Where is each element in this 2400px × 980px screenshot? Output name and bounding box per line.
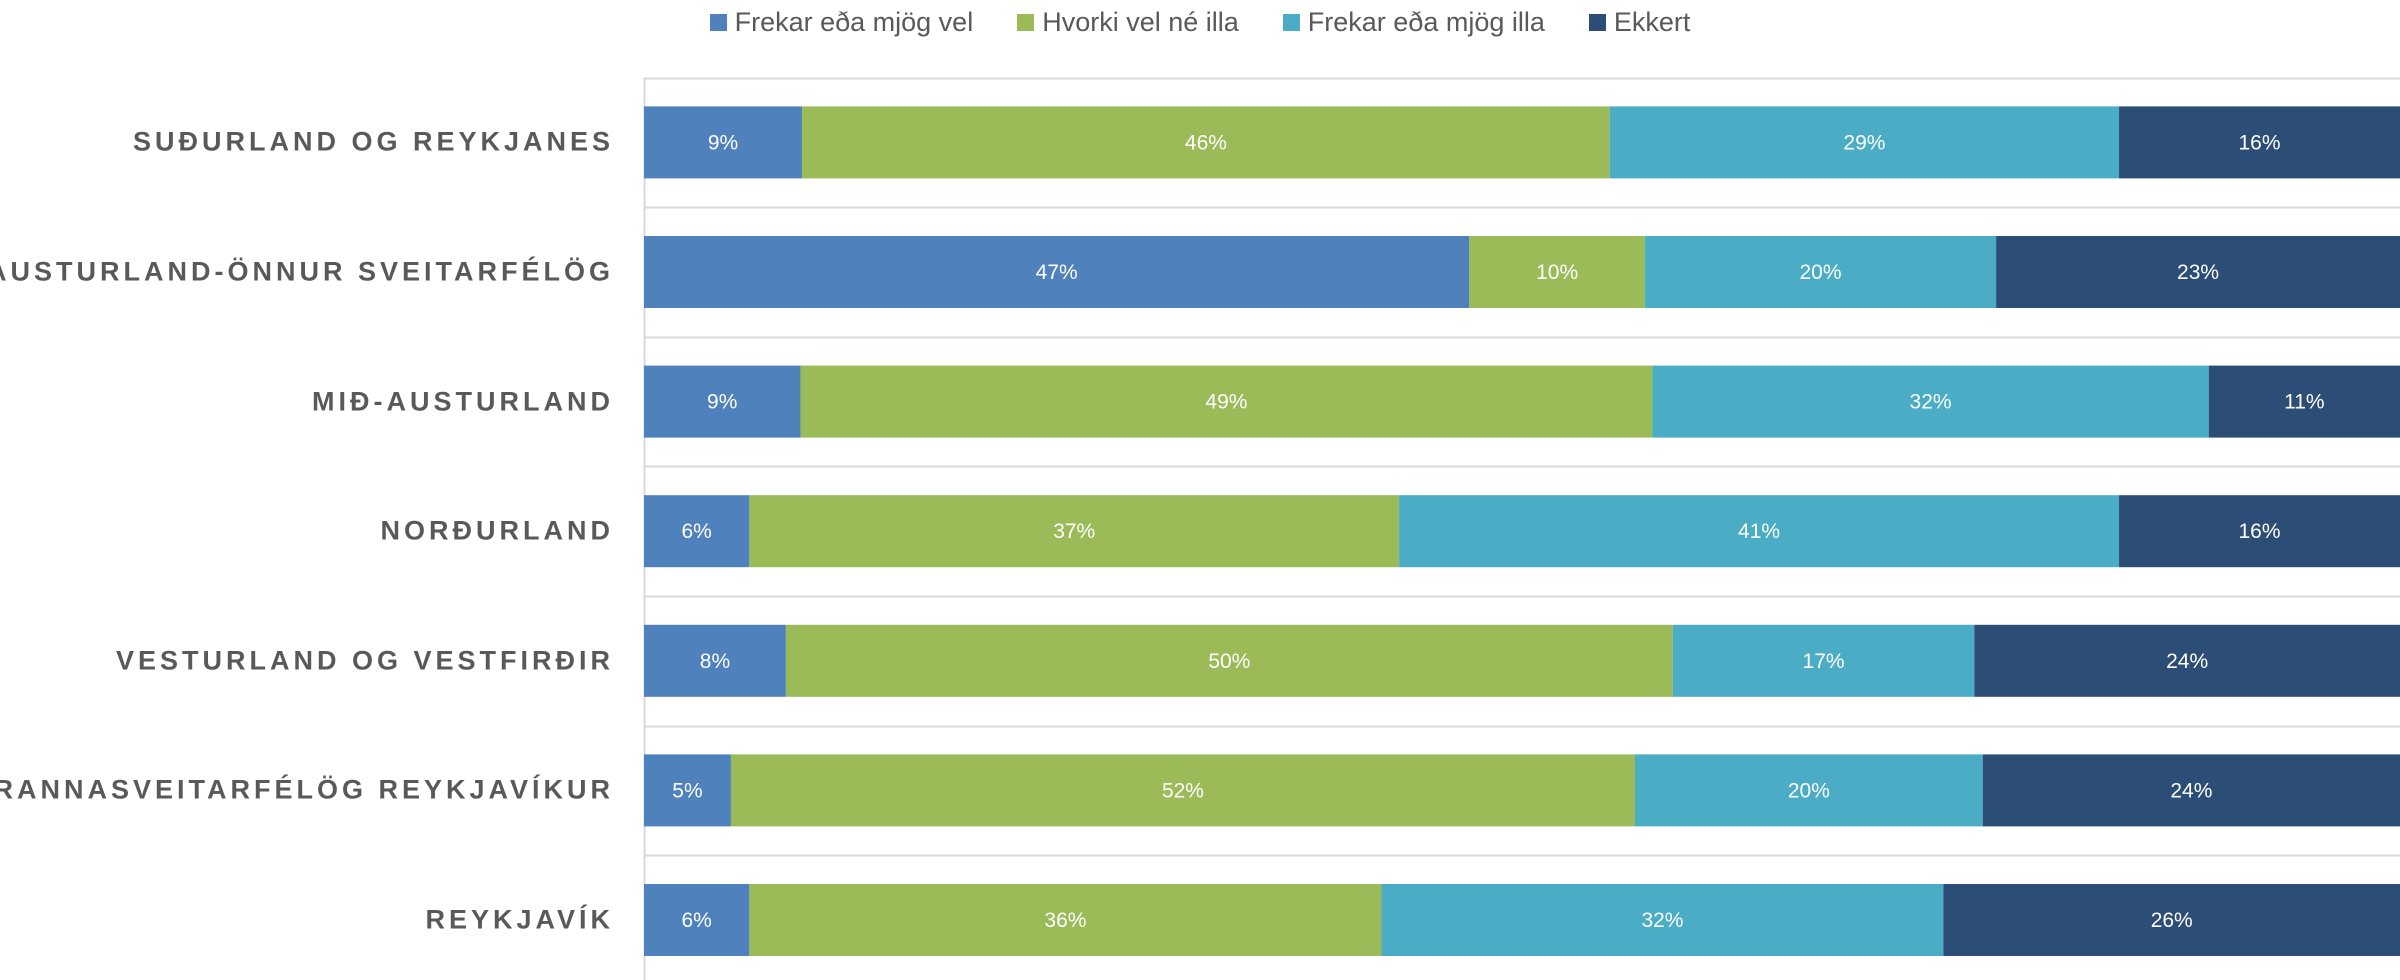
data-label-row4-series1: 6% <box>682 520 712 543</box>
category-label-mid-austurland: MIÐ-AUSTURLAND <box>312 386 614 417</box>
data-label-row3-series2: 49% <box>1205 391 1247 414</box>
grid-lines <box>643 77 2400 980</box>
bar-segment-row4-series1 <box>644 495 750 568</box>
bar-segment-row5-series2 <box>785 624 1673 697</box>
bar-segment-row5-series1 <box>644 624 786 697</box>
bar-segment-row2-series4 <box>1996 236 2400 308</box>
legend-label-series-1: Frekar eða mjög vel <box>734 6 974 37</box>
data-label-row2-series1: 47% <box>1036 261 1078 284</box>
data-label-row1-series1: 9% <box>708 131 738 154</box>
category-label-reykjavik: REYKJAVÍK <box>425 904 614 935</box>
data-label-row3-series1: 9% <box>707 391 737 414</box>
data-label-row5-series2: 50% <box>1208 650 1250 673</box>
legend-swatch-series-3 <box>1282 13 1300 31</box>
bar-segment-row2-series3 <box>1644 236 1997 308</box>
data-label-row4-series3: 41% <box>1738 520 1780 543</box>
bar-segment-row1-series2 <box>802 106 1610 179</box>
bar-segment-row7-series4 <box>1943 884 2400 956</box>
data-label-row6-series3: 20% <box>1788 779 1830 802</box>
category-label-nagrannasveitarfelog: NÁGRANNASVEITARFÉLÖG REYKJAVÍKUR <box>0 774 614 805</box>
bar-segment-row4-series4 <box>2119 495 2400 568</box>
data-label-row4-series2: 37% <box>1053 520 1095 543</box>
legend-entry-series-4: Ekkert <box>1588 6 1691 38</box>
bar-segment-row6-series4 <box>1982 754 2400 827</box>
data-label-row7-series1: 6% <box>682 909 712 932</box>
bar-segment-row7-series3 <box>1381 884 1944 956</box>
bar-segment-row3-series2 <box>800 365 1653 438</box>
data-label-row2-series3: 20% <box>1800 261 1842 284</box>
bar-segment-row7-series1 <box>644 884 750 956</box>
bar-segment-row3-series1 <box>644 365 801 438</box>
legend-label-series-4: Ekkert <box>1613 6 1691 37</box>
legend-entry-series-1: Frekar eða mjög vel <box>709 6 974 38</box>
legend-swatch-series-1 <box>709 13 727 31</box>
legend-label-series-3: Frekar eða mjög illa <box>1307 6 1545 37</box>
bar-segment-row5-series3 <box>1672 624 1975 697</box>
data-label-row6-series4: 24% <box>2170 779 2212 802</box>
data-label-row5-series4: 24% <box>2166 650 2208 673</box>
data-label-row3-series4: 11% <box>2284 391 2324 414</box>
bar-segment-row6-series1 <box>644 754 731 827</box>
data-label-row6-series2: 52% <box>1162 779 1204 802</box>
category-label-nordurland: NORÐURLAND <box>380 515 614 546</box>
data-label-row5-series1: 8% <box>700 650 730 673</box>
data-label-row5-series3: 17% <box>1803 650 1845 673</box>
bar-segment-row3-series4 <box>2208 365 2400 438</box>
legend-label-series-2: Hvorki vel né illa <box>1042 6 1239 37</box>
data-label-row7-series4: 26% <box>2151 909 2193 932</box>
legend-entry-series-3: Frekar eða mjög illa <box>1282 6 1545 38</box>
category-label-sudurland: SUÐURLAND OG REYKJANES <box>132 126 614 157</box>
bar-segments <box>644 106 2400 956</box>
data-label-row4-series4: 16% <box>2239 520 2281 543</box>
data-label-row6-series1: 5% <box>672 779 702 802</box>
data-label-row7-series2: 36% <box>1044 909 1086 932</box>
data-label-row7-series3: 32% <box>1641 909 1683 932</box>
data-label-row2-series4: 23% <box>2177 261 2219 284</box>
bar-segment-row7-series2 <box>749 884 1382 956</box>
bar-segment-row4-series2 <box>749 495 1400 568</box>
category-axis-labels: SUÐURLAND OG REYKJANES AUSTURLAND-ÖNNUR … <box>0 0 620 980</box>
bar-segment-row1-series1 <box>644 106 803 179</box>
category-label-vesturland: VESTURLAND OG VESTFIRÐIR <box>115 645 614 676</box>
bar-segment-row1-series4 <box>2119 106 2400 179</box>
bar-segment-row2-series2 <box>1469 236 1645 308</box>
bar-segment-row2-series1 <box>644 236 1470 308</box>
data-label-row1-series3: 29% <box>1843 131 1885 154</box>
chart-legend: Frekar eða mjög vel Hvorki vel né illa F… <box>0 4 2400 40</box>
bar-segment-row3-series3 <box>1652 365 2209 438</box>
data-label-row2-series2: 10% <box>1536 261 1578 284</box>
legend-entry-series-2: Hvorki vel né illa <box>1017 7 1239 38</box>
bar-segment-row1-series3 <box>1609 106 2120 179</box>
data-label-row3-series3: 32% <box>1910 391 1952 414</box>
bar-segment-row6-series2 <box>730 754 1636 827</box>
category-label-austurland-onnur: AUSTURLAND-ÖNNUR SVEITARFÉLÖG <box>0 256 614 287</box>
data-label-row1-series2: 46% <box>1185 131 1227 154</box>
legend-swatch-series-4 <box>1588 13 1606 31</box>
legend-swatch-series-2 <box>1017 13 1035 31</box>
data-label-row1-series4: 16% <box>2239 131 2281 154</box>
data-labels: 9% 46% 29% 16% 47% 10% 20% 23% 9% 49% 32% 11% 6% 37% 4… <box>672 131 2324 932</box>
bar-segment-row6-series3 <box>1635 754 1983 827</box>
bar-segment-row4-series3 <box>1399 495 2120 568</box>
bar-segment-row5-series4 <box>1974 624 2400 697</box>
